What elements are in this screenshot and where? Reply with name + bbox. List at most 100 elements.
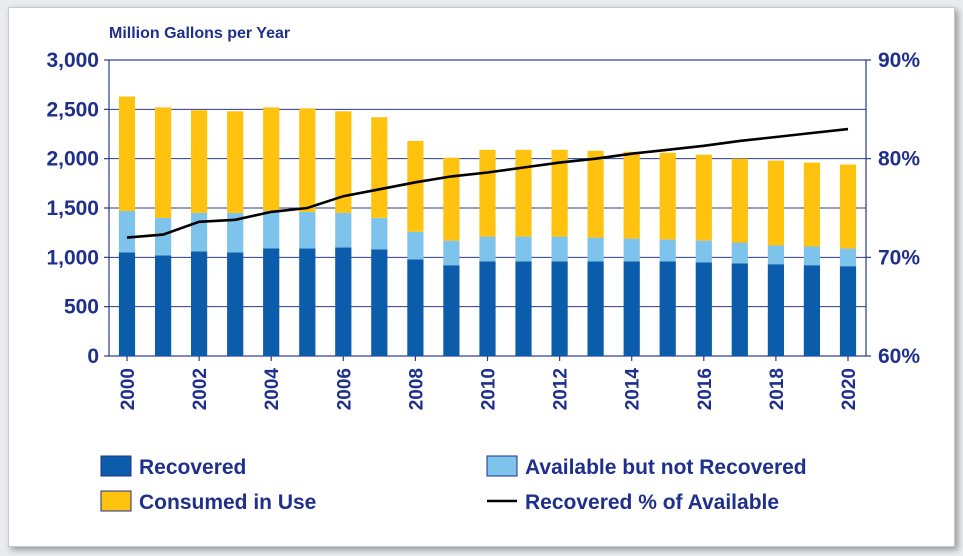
- bar-available-but-not-recovered: [263, 211, 280, 249]
- x-tick-label: 2006: [334, 368, 355, 410]
- recovered-pct-line: [126, 127, 849, 239]
- bar-recovered: [299, 248, 316, 356]
- bar-consumed-in-use: [335, 111, 352, 213]
- x-tick-label: 2000: [118, 368, 139, 410]
- bar-recovered: [479, 261, 496, 356]
- bar-available-but-not-recovered: [695, 240, 712, 263]
- bar-recovered: [803, 265, 820, 356]
- bar-available-but-not-recovered: [155, 217, 172, 256]
- bar-consumed-in-use: [227, 111, 244, 213]
- bar-recovered: [515, 261, 532, 356]
- x-tick-label: 2008: [406, 368, 427, 410]
- bars: [118, 96, 857, 356]
- x-tick-label: 2012: [551, 368, 572, 410]
- bar-recovered: [731, 263, 748, 356]
- right-tick-label: 80%: [878, 148, 920, 171]
- bar-consumed-in-use: [371, 117, 388, 218]
- bar-recovered: [587, 261, 604, 356]
- bar-consumed-in-use: [731, 158, 748, 243]
- right-tick-label: 70%: [878, 246, 920, 269]
- left-tick-label: 0: [87, 345, 99, 368]
- bar-available-but-not-recovered: [839, 248, 857, 267]
- bar-available-but-not-recovered: [299, 211, 316, 249]
- x-tick-label: 2004: [262, 368, 283, 411]
- x-tick-label: 2016: [695, 368, 716, 410]
- bar-consumed-in-use: [407, 140, 424, 232]
- bar-available-but-not-recovered: [443, 240, 460, 266]
- bar-recovered: [659, 261, 676, 356]
- bar-available-but-not-recovered: [731, 242, 748, 264]
- legend-label-available-but-not-recovered: Available but not Recovered: [525, 456, 807, 479]
- bar-consumed-in-use: [118, 96, 136, 211]
- bar-recovered: [551, 261, 568, 356]
- x-tick-label: 2020: [839, 368, 860, 410]
- right-tick-label: 60%: [878, 345, 920, 368]
- right-axis: 60% 70% 80% 90%: [866, 49, 920, 368]
- bar-recovered: [335, 247, 352, 356]
- bar-recovered: [623, 261, 640, 356]
- bar-available-but-not-recovered: [191, 212, 208, 252]
- bar-consumed-in-use: [299, 108, 316, 212]
- bar-recovered: [155, 255, 172, 356]
- bar-consumed-in-use: [803, 162, 820, 247]
- bar-consumed-in-use: [587, 150, 604, 238]
- bar-available-but-not-recovered: [659, 239, 676, 262]
- bar-recovered: [407, 259, 424, 356]
- bar-recovered: [371, 249, 388, 356]
- bar-consumed-in-use: [515, 149, 532, 237]
- x-tick-label: 2014: [623, 368, 644, 411]
- bar-recovered: [839, 266, 857, 356]
- bar-available-but-not-recovered: [335, 212, 352, 248]
- legend-swatch-recovered: [100, 455, 132, 477]
- bar-available-but-not-recovered: [227, 212, 244, 253]
- left-tick-label: 500: [64, 296, 99, 319]
- bar-available-but-not-recovered: [479, 236, 496, 262]
- bar-consumed-in-use: [263, 107, 280, 211]
- left-tick-label: 1,000: [46, 246, 99, 269]
- y-axis-title: Million Gallons per Year: [109, 25, 290, 42]
- bar-consumed-in-use: [155, 107, 172, 218]
- bar-recovered: [263, 248, 280, 356]
- bar-recovered: [695, 262, 712, 356]
- left-tick-label: 2,000: [46, 148, 99, 171]
- bar-recovered: [227, 252, 244, 356]
- legend-label-recovered-of-available: Recovered % of Available: [525, 491, 779, 514]
- bar-consumed-in-use: [767, 160, 784, 246]
- x-tick-label: 2010: [479, 368, 500, 410]
- bar-available-but-not-recovered: [587, 237, 604, 262]
- bar-consumed-in-use: [551, 149, 568, 237]
- bar-available-but-not-recovered: [767, 245, 784, 265]
- left-tick-label: 2,500: [46, 98, 99, 121]
- legend-label-consumed-in-use: Consumed in Use: [139, 491, 316, 514]
- legend: Recovered Available but not Recovered Cons…: [100, 455, 807, 514]
- right-tick-label: 90%: [878, 49, 920, 72]
- bar-consumed-in-use: [479, 149, 496, 237]
- x-tick-label: 2018: [767, 368, 788, 410]
- bar-recovered: [118, 252, 136, 356]
- x-axis: 2000 2002 2004 2006 2008 2010 2012 2014 2016 2018…: [118, 356, 860, 410]
- bar-consumed-in-use: [191, 110, 208, 213]
- bar-available-but-not-recovered: [803, 246, 820, 266]
- left-axis: 0 500 1,000 1,500 2,000 2,500 3,000: [46, 49, 109, 368]
- bar-consumed-in-use: [659, 152, 676, 240]
- bar-available-but-not-recovered: [551, 236, 568, 262]
- left-tick-label: 3,000: [46, 49, 99, 72]
- bar-consumed-in-use: [443, 157, 460, 241]
- x-tick-label: 2002: [190, 368, 211, 410]
- left-tick-label: 1,500: [46, 197, 99, 220]
- bar-consumed-in-use: [695, 154, 712, 241]
- bar-consumed-in-use: [623, 151, 640, 239]
- bar-available-but-not-recovered: [407, 231, 424, 260]
- bar-available-but-not-recovered: [118, 211, 136, 253]
- legend-swatch-consumed-in-use: [100, 490, 132, 512]
- bar-recovered: [767, 264, 784, 356]
- chart-frame: 0 500 1,000 1,500 2,000 2,500 3,000 60% 70% 80% 9…: [8, 7, 955, 547]
- recovered-pct-line-layer: [126, 127, 849, 239]
- bar-available-but-not-recovered: [515, 236, 532, 262]
- bar-recovered: [443, 265, 460, 356]
- chart-svg: 0 500 1,000 1,500 2,000 2,500 3,000 60% 70% 80% 9…: [46, 25, 920, 514]
- bar-consumed-in-use: [839, 164, 857, 249]
- bar-available-but-not-recovered: [371, 217, 388, 250]
- bar-available-but-not-recovered: [623, 238, 640, 262]
- bar-recovered: [191, 251, 208, 356]
